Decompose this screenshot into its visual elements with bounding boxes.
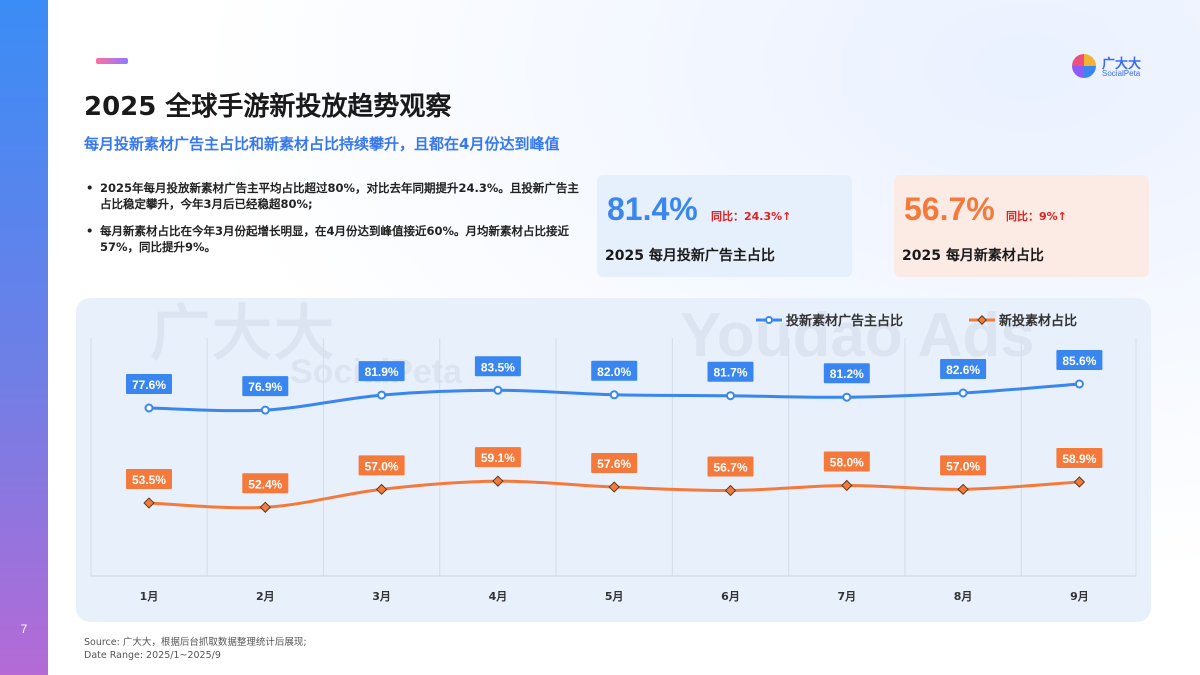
data-point: [1074, 379, 1084, 389]
data-point: [726, 391, 735, 401]
x-tick-label: 7月: [837, 590, 856, 603]
kpi-value: 81.4%: [607, 191, 698, 227]
data-point: [958, 388, 968, 398]
data-label: 76.9%: [248, 380, 282, 394]
data-label-box: [940, 359, 987, 379]
kpi-yoy: 同比：9%↑: [1006, 210, 1067, 223]
x-tick-label: 2月: [256, 590, 275, 603]
page-number: 7: [20, 622, 28, 636]
data-label: 57.0%: [365, 459, 399, 473]
data-point: [144, 403, 154, 413]
bullet-item: 2025年每月投放新素材广告主平均占比超过80%，对比去年同期提升24.3%。且…: [84, 180, 584, 212]
line-chart: 1月 2月 3月 4月 5月 6月 7月 8月 9月 77.6% 76.9% 81.9% 83.5% 82…: [90, 313, 1137, 603]
data-label: 53.5%: [132, 473, 166, 487]
data-point: [375, 483, 388, 496]
legend-marker: [977, 315, 987, 325]
data-point: [842, 392, 852, 402]
data-label-box: [358, 455, 405, 476]
data-label-box: [1056, 447, 1103, 468]
x-tick-label: 6月: [721, 590, 740, 603]
left-accent-bar: [0, 0, 48, 675]
data-point: [609, 390, 619, 400]
title-accent-bar: [96, 58, 128, 64]
logo-text-cn: 广大大: [1102, 57, 1142, 72]
kpi-value: 56.7%: [904, 191, 995, 227]
data-label: 82.6%: [946, 363, 980, 377]
data-label: 77.6%: [132, 378, 166, 392]
data-label: 58.0%: [830, 455, 864, 469]
data-point: [841, 479, 853, 492]
legend-label: 新投素材占比: [999, 313, 1077, 329]
data-label-box: [940, 455, 987, 476]
kpi-card-creative-share: 56.7% 同比：9%↑ 2025 每月新素材占比: [894, 175, 1149, 277]
data-point: [377, 390, 387, 400]
data-label: 57.0%: [946, 459, 980, 473]
x-tick-label: 8月: [954, 590, 973, 603]
x-tick-label: 9月: [1070, 590, 1089, 603]
bullet-item: 每月新素材占比在今年3月份起增长明显，在4月份达到峰值接近60%。月均新素材占比…: [84, 223, 584, 255]
kpi-yoy: 同比：24.3%↑: [711, 210, 792, 223]
data-label-box: [358, 361, 405, 382]
data-label-box: [242, 376, 289, 397]
kpi-card-advertiser-share: 81.4% 同比：24.3%↑ 2025 每月投新广告主占比: [597, 175, 852, 277]
data-label-box: [823, 451, 870, 472]
data-label: 81.9%: [365, 365, 399, 379]
x-tick-label: 1月: [140, 590, 159, 603]
data-point: [724, 484, 737, 497]
bullet-list: 2025年每月投放新素材广告主平均占比超过80%，对比去年同期提升24.3%。且…: [84, 180, 584, 266]
data-label-box: [474, 447, 521, 468]
date-range-line: Date Range: 2025/1~2025/9: [84, 650, 221, 661]
data-point: [493, 385, 503, 395]
data-label-box: [707, 456, 754, 477]
data-point: [957, 483, 969, 496]
data-point: [608, 481, 620, 493]
data-label: 81.7%: [713, 366, 747, 380]
source-note: Source: 广大大，根据后台抓取数据整理统计后展现; Date Range:…: [84, 636, 307, 662]
data-point: [259, 501, 271, 513]
data-label-box: [474, 356, 521, 377]
kpi-label: 2025 每月新素材占比: [902, 248, 1044, 264]
data-label: 83.5%: [481, 360, 515, 374]
data-label: 57.6%: [597, 457, 631, 471]
watermark: Youdao Ads: [680, 301, 1035, 370]
data-label: 58.9%: [1062, 452, 1096, 466]
x-tick-label: 5月: [605, 590, 624, 603]
data-label: 85.6%: [1062, 354, 1096, 368]
data-label: 82.0%: [597, 365, 631, 379]
legend-label: 投新素材广告主占比: [786, 313, 903, 329]
source-line: Source: 广大大，根据后台抓取数据整理统计后展现;: [84, 637, 307, 648]
kpi-label: 2025 每月投新广告主占比: [605, 248, 775, 264]
data-point: [143, 497, 155, 509]
watermark: 广大大: [150, 300, 336, 367]
data-label: 81.2%: [830, 367, 864, 381]
data-label-box: [242, 473, 289, 494]
data-label: 59.1%: [481, 451, 515, 465]
page-subtitle: 每月投新素材广告主占比和新素材占比持续攀升，且都在4月份达到峰值: [84, 135, 560, 153]
logo-icon: [1072, 54, 1096, 78]
x-tick-label: 4月: [489, 590, 508, 603]
data-label-box: [1056, 350, 1103, 370]
data-point: [1073, 476, 1086, 488]
data-label-box: [823, 363, 870, 384]
data-label-box: [591, 453, 638, 474]
data-label-box: [707, 361, 754, 382]
data-point: [492, 475, 504, 487]
data-label: 52.4%: [248, 477, 282, 491]
brand-logo: 广大大 SocialPeta: [1070, 52, 1150, 82]
data-label: 56.7%: [713, 461, 747, 475]
data-label-box: [126, 469, 172, 489]
x-tick-label: 3月: [372, 590, 391, 603]
legend-marker: [765, 316, 773, 324]
data-label-box: [591, 360, 638, 381]
data-point: [260, 405, 270, 415]
data-label-box: [126, 374, 172, 394]
page-title: 2025 全球手游新投放趋势观察: [84, 92, 452, 122]
logo-text-en: SocialPeta: [1102, 69, 1141, 78]
